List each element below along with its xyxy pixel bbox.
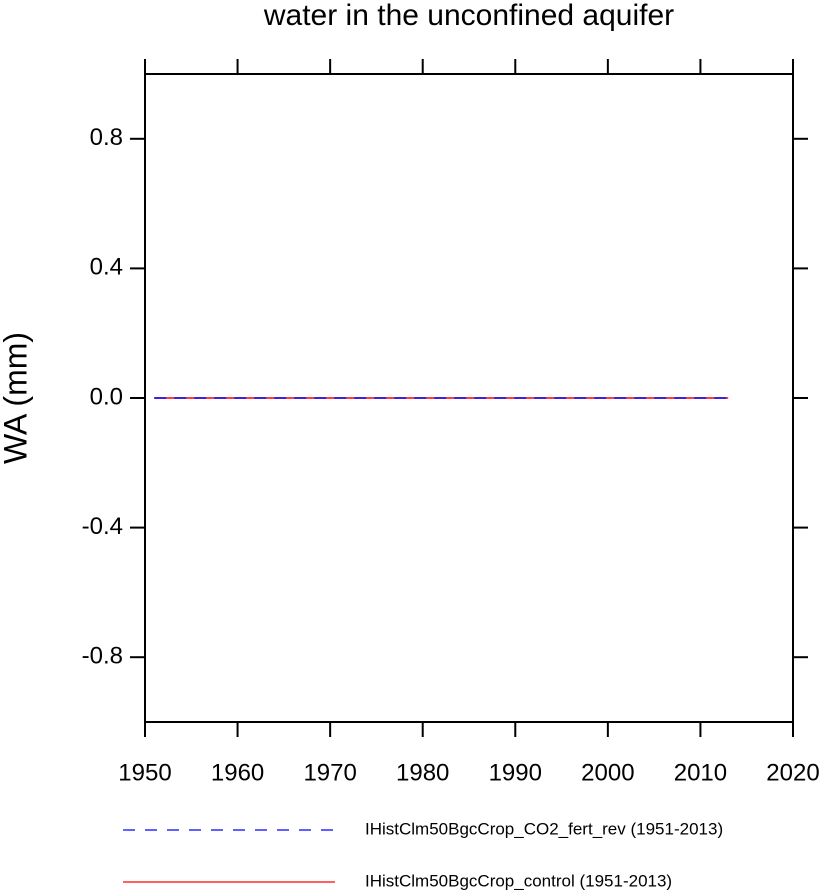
y-tick-label: 0.8 — [90, 124, 123, 151]
legend-label: IHistClm50BgcCrop_control (1951-2013) — [365, 871, 672, 890]
legend-label: IHistClm50BgcCrop_CO2_fert_rev (1951-201… — [365, 819, 723, 838]
chart-title: water in the unconfined aquifer — [263, 0, 674, 32]
x-tick-label: 2010 — [674, 759, 727, 786]
x-tick-label: 2000 — [581, 759, 634, 786]
x-tick-label: 1980 — [396, 759, 449, 786]
x-tick-label: 1990 — [489, 759, 542, 786]
y-axis-label: WA (mm) — [0, 332, 33, 464]
x-tick-label: 1960 — [211, 759, 264, 786]
y-tick-label: 0.0 — [90, 383, 123, 410]
x-tick-label: 2020 — [766, 759, 819, 786]
y-tick-label: -0.4 — [82, 513, 123, 540]
y-tick-label: 0.4 — [90, 254, 123, 281]
y-tick-label: -0.8 — [82, 643, 123, 670]
x-tick-label: 1950 — [118, 759, 171, 786]
x-tick-label: 1970 — [303, 759, 356, 786]
